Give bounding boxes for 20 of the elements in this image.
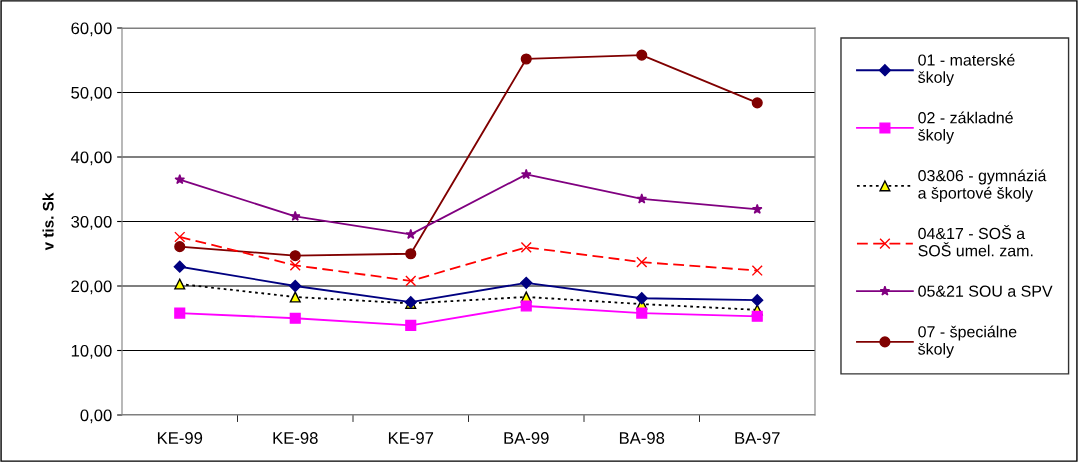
y-tick-label: 30,00 [71, 215, 112, 230]
legend-label: 05&21 SOU a SPV [918, 285, 1053, 297]
y-tick-label: 20,00 [71, 280, 112, 295]
legend-label: 07 - špeciálne školy [918, 325, 1017, 358]
y-tick-label: 60,00 [71, 22, 112, 37]
x-tick-label: KE-98 [273, 432, 318, 444]
y-tick-label: 40,00 [70, 151, 112, 166]
y-tick-label: 10,00 [71, 344, 112, 359]
legend-label: 01 - materské školy [918, 53, 1015, 87]
y-tick-label: 50,00 [71, 86, 112, 101]
x-tick-label: BA-99 [504, 432, 549, 444]
x-tick-label: BA-98 [619, 432, 665, 444]
legend-label: 02 - základné školy [918, 111, 1013, 144]
x-tick-label: BA-97 [735, 432, 780, 444]
legend-label: 03&06 - gymnáziá a športové školy [918, 169, 1047, 202]
legend-label: 04&17 - SOŠ a SOŠ umel. zam. [918, 225, 1033, 257]
y-tick-label: 0,00 [80, 409, 112, 424]
y-axis-title: v tis. Sk [42, 192, 54, 251]
x-tick-label: KE-97 [388, 432, 434, 444]
x-tick-label: KE-99 [157, 432, 203, 444]
